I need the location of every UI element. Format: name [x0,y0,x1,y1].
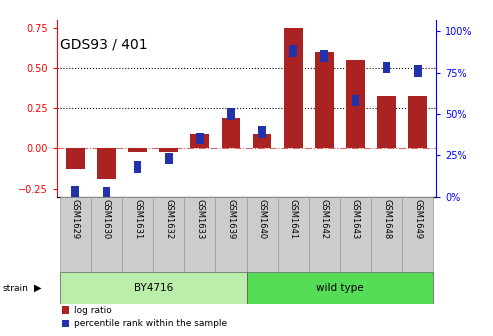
Text: percentile rank within the sample: percentile rank within the sample [74,319,227,328]
Text: GSM1630: GSM1630 [102,199,111,239]
Bar [165,153,173,164]
FancyBboxPatch shape [184,197,215,272]
Text: wild type: wild type [316,283,364,293]
FancyBboxPatch shape [91,197,122,272]
FancyBboxPatch shape [278,197,309,272]
Bar [377,95,396,149]
Bar [346,60,365,149]
Bar [284,28,303,149]
Text: GSM1639: GSM1639 [226,199,236,239]
Text: GSM1640: GSM1640 [257,199,267,239]
Text: GDS93 / 401: GDS93 / 401 [60,38,147,52]
Text: ▶: ▶ [34,283,41,293]
FancyBboxPatch shape [153,197,184,272]
Text: GSM1642: GSM1642 [320,199,329,239]
Text: GSM1641: GSM1641 [289,199,298,239]
Bar [383,62,390,73]
FancyBboxPatch shape [309,197,340,272]
Bar [253,134,271,149]
FancyBboxPatch shape [60,272,246,304]
Text: GSM1648: GSM1648 [382,199,391,239]
Bar [258,126,266,138]
Bar [196,133,204,144]
Text: GSM1633: GSM1633 [195,199,204,239]
Bar [103,187,110,199]
FancyBboxPatch shape [371,197,402,272]
Text: BY4716: BY4716 [134,283,173,293]
Text: GSM1631: GSM1631 [133,199,142,239]
Bar [134,161,141,173]
Bar [408,95,427,149]
Text: GSM1629: GSM1629 [71,199,80,239]
Bar [190,134,209,149]
Bar [320,50,328,62]
Text: log ratio: log ratio [74,306,112,314]
FancyBboxPatch shape [60,197,91,272]
Bar [315,52,334,149]
Bar [222,118,240,149]
Bar [97,149,116,179]
Text: GSM1643: GSM1643 [351,199,360,239]
Bar [227,108,235,120]
Bar [414,65,422,77]
FancyBboxPatch shape [122,197,153,272]
FancyBboxPatch shape [402,197,433,272]
Bar [71,186,79,197]
Text: strain: strain [2,284,28,293]
Text: GSM1649: GSM1649 [413,199,422,239]
Bar [128,149,147,152]
Bar [352,95,359,107]
Bar [159,149,178,152]
FancyBboxPatch shape [246,272,433,304]
FancyBboxPatch shape [340,197,371,272]
Text: GSM1632: GSM1632 [164,199,173,239]
FancyBboxPatch shape [215,197,246,272]
Bar [289,45,297,57]
FancyBboxPatch shape [246,197,278,272]
Bar [66,149,85,169]
